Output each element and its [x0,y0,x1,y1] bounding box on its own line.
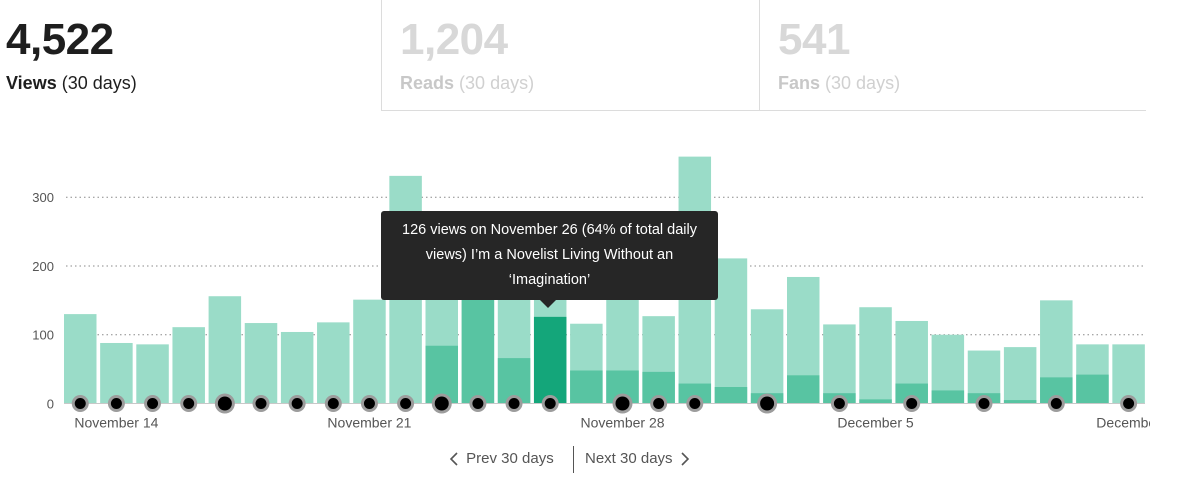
reads-count: 1,204 [400,15,508,64]
story-marker-dot[interactable] [327,398,339,409]
x-tick-label: November 21 [327,415,411,431]
bar-story[interactable] [859,399,892,404]
bar-total[interactable] [353,299,386,404]
story-marker-dot[interactable] [689,398,701,409]
story-marker-dot[interactable] [255,398,267,409]
views-bar-chart: 0 100 200 300 November 14 November 21 November… [32,156,1150,431]
reads-label-text: Reads [400,73,455,93]
x-tick-label: November 28 [580,415,664,431]
chevron-left-icon [449,452,458,466]
bar-total[interactable] [1112,344,1145,404]
story-marker-dot[interactable] [400,398,412,409]
story-marker-dot[interactable] [217,396,232,411]
bar-story[interactable] [787,375,820,404]
prev-30-days-label: Prev 30 days [466,450,554,467]
bar-story[interactable] [714,386,748,404]
tooltip-text: 126 views on November 26 (64% of total d… [402,222,697,288]
story-marker-dot[interactable] [1123,398,1135,409]
bar-story-highlighted[interactable] [533,316,567,404]
y-tick-label: 0 [47,397,54,412]
bar-story[interactable] [461,296,495,404]
fans-label: Fans (30 days) [778,71,900,95]
views-count: 4,522 [6,15,114,64]
prev-30-days-button[interactable]: Prev 30 days [448,450,554,467]
x-tick-label: November 14 [74,415,158,431]
story-marker-dot[interactable] [833,398,845,409]
story-marker-dot[interactable] [147,398,159,409]
story-marker-dot[interactable] [291,398,303,409]
next-30-days-button[interactable]: Next 30 days [585,450,691,467]
reads-period: (30 days) [459,73,535,93]
story-marker-dot[interactable] [74,398,86,409]
stats-tabs: 4,522 Views (30 days) 1,204 Reads (30 da… [0,0,1146,112]
story-marker-dot[interactable] [906,398,918,409]
story-marker-dot[interactable] [978,398,990,409]
chart-tooltip: 126 views on November 26 (64% of total d… [381,211,718,308]
story-marker-dot[interactable] [544,398,556,409]
bar-story[interactable] [931,390,965,404]
bar-total[interactable] [1003,347,1037,404]
x-tick-label: December 5 [837,415,913,431]
bar-story[interactable] [678,383,712,404]
bar-total[interactable] [64,314,97,404]
fans-period: (30 days) [825,73,901,93]
y-tick-label: 300 [32,190,54,205]
story-marker-dot[interactable] [434,396,449,411]
tooltip-arrow [540,300,556,308]
views-label: Views (30 days) [6,71,137,95]
bar-total[interactable] [208,296,242,404]
bar-story[interactable] [1003,400,1037,404]
next-30-days-label: Next 30 days [585,450,673,467]
reads-label: Reads (30 days) [400,71,534,95]
reads-tab[interactable]: 1,204 Reads (30 days) [381,0,762,111]
story-marker-dot[interactable] [472,398,484,409]
story-marker-dot[interactable] [615,396,630,411]
bar-total[interactable] [317,322,350,404]
story-marker-dot[interactable] [508,398,520,409]
story-marker-dot[interactable] [653,398,665,409]
pager-divider [573,446,574,473]
bar-total[interactable] [172,327,205,404]
fans-tab[interactable]: 541 Fans (30 days) [759,0,1146,111]
bar-total[interactable] [859,307,892,404]
bar-total[interactable] [244,323,278,404]
views-period: (30 days) [61,73,137,93]
story-marker-dot[interactable] [1050,398,1062,409]
chevron-right-icon [681,452,689,466]
fans-count: 541 [778,15,850,64]
bar-total[interactable] [750,309,784,404]
bar-total[interactable] [136,344,169,404]
bar-total[interactable] [100,342,133,404]
pagination: Prev 30 days Next 30 days [448,444,708,478]
bar-total[interactable] [823,324,856,404]
x-tick-label: December [1096,415,1150,431]
story-marker-dot[interactable] [183,398,195,409]
story-marker-dot[interactable] [760,396,775,411]
bar-total[interactable] [280,331,314,404]
fans-label-text: Fans [778,73,821,93]
y-tick-label: 100 [32,328,54,343]
views-tab[interactable]: 4,522 Views (30 days) [0,0,380,110]
story-marker-dot[interactable] [363,398,375,409]
bar-total[interactable] [714,258,748,404]
story-marker-dot[interactable] [110,398,122,409]
views-label-text: Views [6,73,57,93]
y-tick-label: 200 [32,259,54,274]
bar-story[interactable] [895,383,928,404]
bar-story[interactable] [570,370,603,404]
bar-story[interactable] [1076,374,1109,404]
